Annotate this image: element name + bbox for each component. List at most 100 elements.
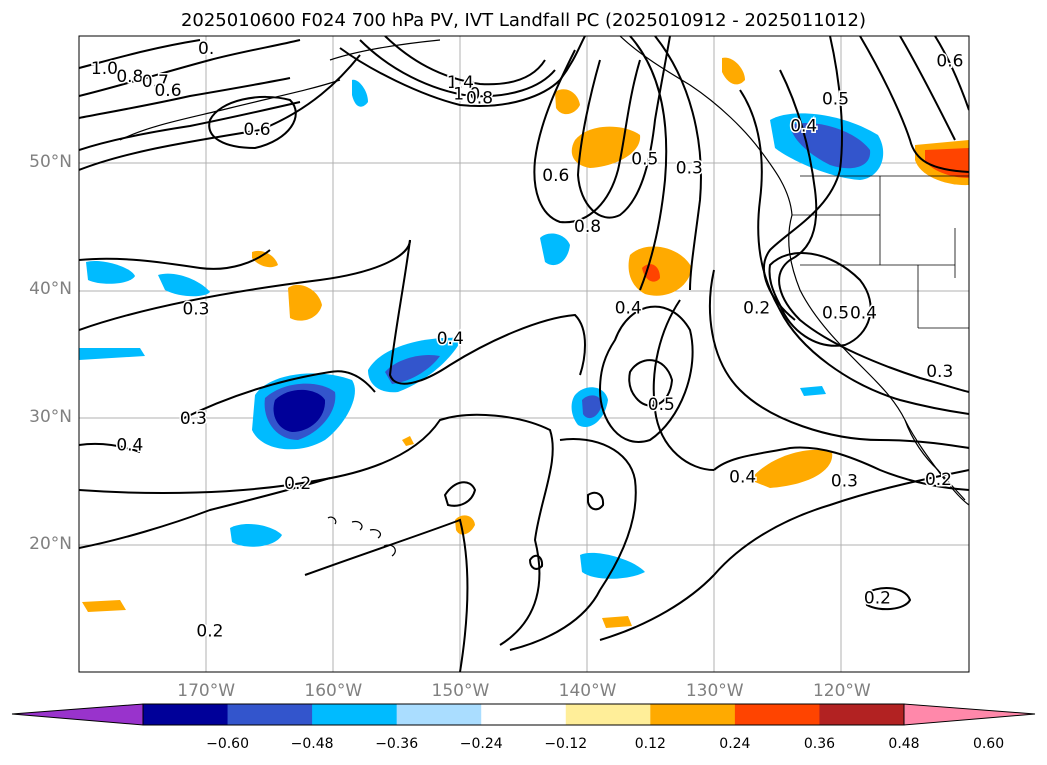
contour-label: 0.5	[822, 90, 849, 110]
contour-label: 0.5	[822, 303, 849, 323]
contour-central-04	[79, 239, 411, 331]
colorbar-tick-label: 0.12	[634, 736, 666, 752]
pos-patch-small-5	[82, 600, 126, 612]
contour-label: 0.4	[729, 467, 756, 487]
lon-label: 150°W	[431, 681, 490, 701]
contour-south-ridge	[509, 438, 637, 651]
contour-label: 0.	[198, 39, 214, 59]
contour-south-04	[79, 442, 141, 453]
pos-patch-small-4	[455, 515, 475, 535]
colorbar-cell	[312, 704, 398, 725]
colorbar-cell	[650, 704, 736, 725]
contour-ridge-east-2	[778, 69, 969, 393]
contour-label: 0.5	[648, 395, 675, 415]
contour-central-03b	[179, 370, 376, 421]
pos-patch-west	[288, 284, 322, 321]
contour-label: 0.4	[437, 329, 464, 349]
contour-label: 0.3	[926, 362, 953, 382]
lon-label: 130°W	[685, 681, 744, 701]
contour-small-2	[587, 491, 605, 511]
contour-mid-05	[598, 305, 694, 443]
contour-gulf-ridge-2	[359, 39, 556, 98]
pos-patch-small-1	[555, 89, 580, 115]
contour-gulf-ridge	[339, 36, 586, 107]
pos-patch-east	[750, 449, 833, 488]
political-borders	[792, 175, 969, 329]
plot-frame	[78, 35, 970, 673]
contour-label: 0.4	[850, 303, 877, 323]
colorbar-under-arrow	[11, 703, 144, 726]
colorbar-tick-label: −0.60	[206, 736, 249, 752]
contour-mid-05-inner	[628, 359, 674, 407]
contour-label: 0.8	[466, 88, 493, 108]
lat-label: 50°N	[29, 152, 72, 173]
contour-east-05	[899, 36, 956, 141]
contour-south-02	[79, 413, 554, 646]
aleutian-chain	[119, 79, 341, 141]
colorbar-cell	[565, 704, 651, 725]
contour-label: 1.0	[453, 85, 480, 105]
contour-label: 0.2	[743, 298, 770, 318]
hawaii-islands	[327, 516, 396, 557]
contour-gulf-ridge-3	[384, 36, 546, 86]
contour-big-south	[304, 518, 469, 672]
pos-patch-offshore-core	[642, 264, 660, 282]
lon-label: 120°W	[812, 681, 871, 701]
neg-patch-pnw-core	[790, 122, 871, 169]
contour-label: 0.3	[180, 409, 207, 429]
colorbar	[11, 703, 1036, 726]
neg-patch-hawaii-west	[230, 524, 282, 547]
lat-label: 40°N	[29, 279, 72, 300]
contour-ridge-east-3	[763, 36, 843, 321]
contour-label: 0.6	[936, 52, 963, 72]
neg-patch-south	[580, 552, 645, 579]
positive-anomaly-fills	[82, 57, 969, 628]
colorbar-tick-label: −0.36	[375, 736, 419, 752]
pos-patch-gulf	[571, 126, 641, 168]
neg-patch-small-1	[540, 233, 570, 266]
lon-label: 140°W	[558, 681, 617, 701]
contour-loop-06	[208, 96, 297, 150]
contour-label: 0.3	[182, 300, 209, 320]
colorbar-tick-label: 0.48	[888, 736, 920, 752]
contour-trough-05	[629, 36, 668, 291]
contour-label: 0.8	[574, 217, 601, 237]
coastlines	[119, 36, 969, 557]
map-title: 2025010600 F024 700 hPa PV, IVT Landfall…	[180, 10, 867, 31]
contour-label-layer: 1.00.80.70.60.0.61.41.00.80.60.80.5 0.30.…	[89, 37, 965, 643]
colorbar-tick-label: −0.48	[290, 736, 334, 752]
colorbar-cell	[819, 704, 905, 725]
contour-east-south-2	[652, 299, 715, 471]
contour-west-c	[79, 77, 291, 119]
contour-south-03	[79, 477, 331, 549]
contour-label: 0.6	[243, 120, 270, 140]
contour-small-4	[863, 587, 912, 611]
lat-label: 30°N	[29, 406, 72, 427]
neg-patch-small-2	[800, 386, 826, 396]
contour-small-1	[443, 481, 477, 507]
colorbar-cell	[143, 704, 229, 725]
baja-coast	[904, 419, 966, 501]
contour-west-d	[79, 101, 301, 151]
colorbar-over-arrow	[903, 703, 1036, 726]
pos-patch-small-6	[602, 616, 632, 628]
neg-patch-hawaii-north-core	[273, 389, 326, 432]
contour-trough-06	[533, 49, 641, 224]
north-america-coast	[619, 36, 969, 506]
colorbar-cell	[396, 704, 482, 725]
lon-label: 170°W	[177, 681, 236, 701]
contour-label: 0.2	[284, 474, 311, 494]
contour-west-b	[79, 39, 301, 97]
colorbar-tick-label: 0.60	[972, 736, 1005, 752]
contour-ridge-east	[739, 89, 969, 415]
contour-label: 0.3	[676, 158, 703, 178]
colorbar-tick-label: −0.12	[544, 736, 588, 752]
contour-label: 1.0	[91, 59, 118, 79]
contour-east-04	[859, 36, 969, 173]
contour-label: 0.8	[116, 67, 143, 87]
colorbar-frame	[142, 703, 905, 726]
contour-central-big	[388, 239, 586, 385]
contour-east-south	[713, 446, 969, 491]
colorbar-cell	[227, 704, 313, 725]
